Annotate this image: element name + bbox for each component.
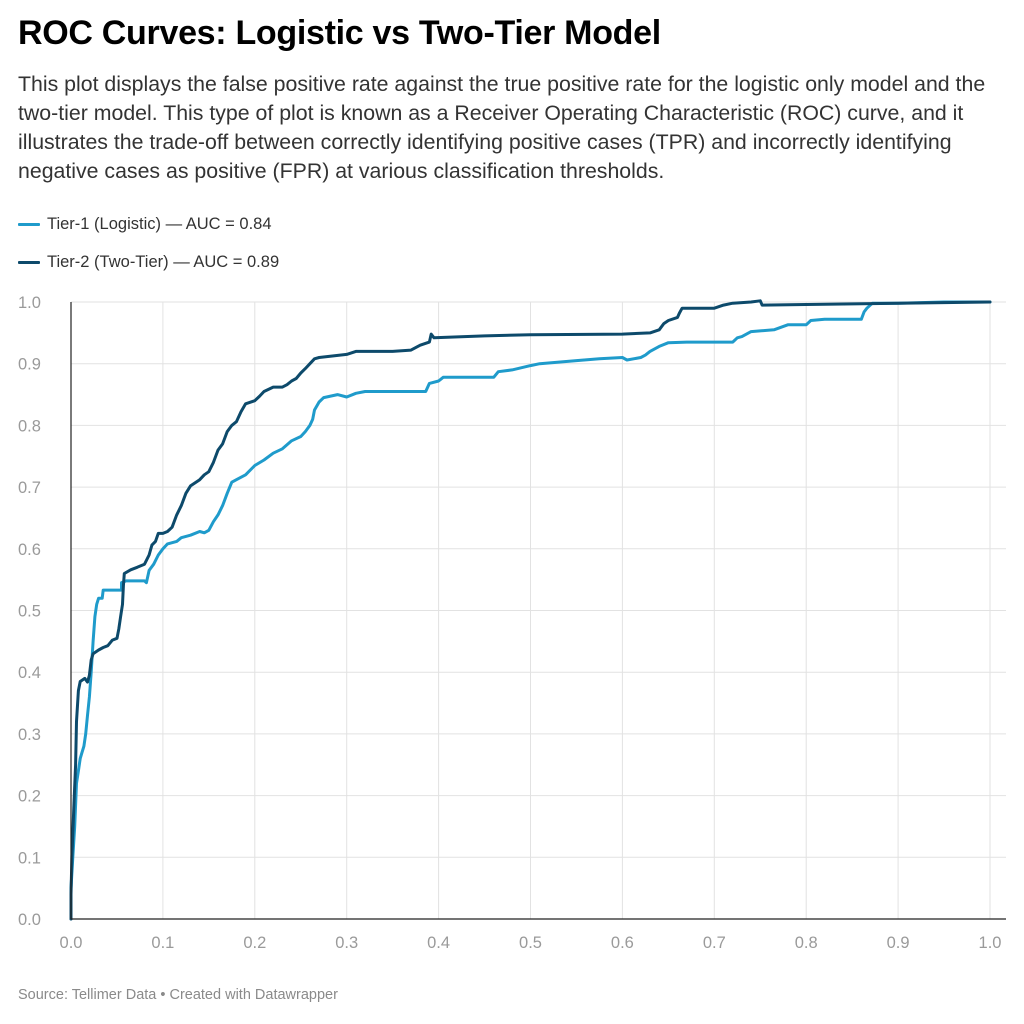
x-axis-ticks: 0.0 0.1 0.2 0.3 0.4 0.5 0.6 0.7 0.8 0.9 1.0 bbox=[60, 934, 1002, 952]
y-tick-label: 0.4 bbox=[18, 664, 41, 682]
series-line-tier1 bbox=[69, 300, 992, 921]
source-note: Source: Tellimer Data • Created with Dat… bbox=[18, 987, 338, 1003]
legend-label-tier1: Tier-1 (Logistic) — AUC = 0.84 bbox=[47, 214, 272, 233]
legend-swatch-tier2 bbox=[18, 260, 40, 264]
legend-label-tier2: Tier-2 (Two-Tier) — AUC = 0.89 bbox=[47, 252, 280, 271]
legend-item-tier2[interactable]: Tier-2 (Two-Tier) — AUC = 0.89 bbox=[18, 243, 618, 281]
y-tick-label: 0.7 bbox=[18, 479, 41, 497]
chart-title: ROC Curves: Logistic vs Two-Tier Model bbox=[18, 14, 661, 52]
y-tick-label: 0.3 bbox=[18, 726, 41, 744]
x-tick-label: 0.2 bbox=[243, 934, 266, 952]
chart-axes bbox=[70, 302, 1006, 920]
roc-chart: 0.0 0.1 0.2 0.3 0.4 0.5 0.6 0.7 0.8 0.9 1.0 0.0 0.1… bbox=[18, 294, 1006, 952]
x-tick-label: 0.3 bbox=[335, 934, 358, 952]
y-tick-label: 0.5 bbox=[18, 603, 41, 621]
x-tick-label: 0.8 bbox=[795, 934, 818, 952]
y-axis-ticks: 0.0 0.1 0.2 0.3 0.4 0.5 0.6 0.7 0.8 0.9 1.0 bbox=[18, 294, 41, 929]
chart-grid bbox=[71, 301, 1006, 919]
y-tick-label: 0.2 bbox=[18, 788, 41, 806]
y-tick-label: 0.6 bbox=[18, 541, 41, 559]
series-line-tier2 bbox=[69, 299, 992, 921]
x-tick-label: 0.6 bbox=[611, 934, 634, 952]
y-tick-label: 0.1 bbox=[18, 849, 41, 867]
y-tick-label: 0.8 bbox=[18, 417, 41, 435]
legend-swatch-tier1 bbox=[18, 222, 40, 226]
chart-series bbox=[69, 299, 992, 921]
x-tick-label: 0.0 bbox=[60, 934, 83, 952]
chart-subtitle: This plot displays the false positive ra… bbox=[18, 72, 986, 183]
x-tick-label: 0.4 bbox=[427, 934, 450, 952]
x-tick-label: 0.5 bbox=[519, 934, 542, 952]
x-tick-label: 1.0 bbox=[979, 934, 1002, 952]
y-tick-label: 0.0 bbox=[18, 911, 41, 929]
legend: Tier-1 (Logistic) — AUC = 0.84 Tier-2 (T… bbox=[18, 205, 618, 281]
y-tick-label: 0.9 bbox=[18, 356, 41, 374]
y-tick-label: 1.0 bbox=[18, 294, 41, 312]
legend-item-tier1[interactable]: Tier-1 (Logistic) — AUC = 0.84 bbox=[18, 205, 618, 243]
x-tick-label: 0.9 bbox=[887, 934, 910, 952]
x-tick-label: 0.1 bbox=[151, 934, 174, 952]
x-tick-label: 0.7 bbox=[703, 934, 726, 952]
